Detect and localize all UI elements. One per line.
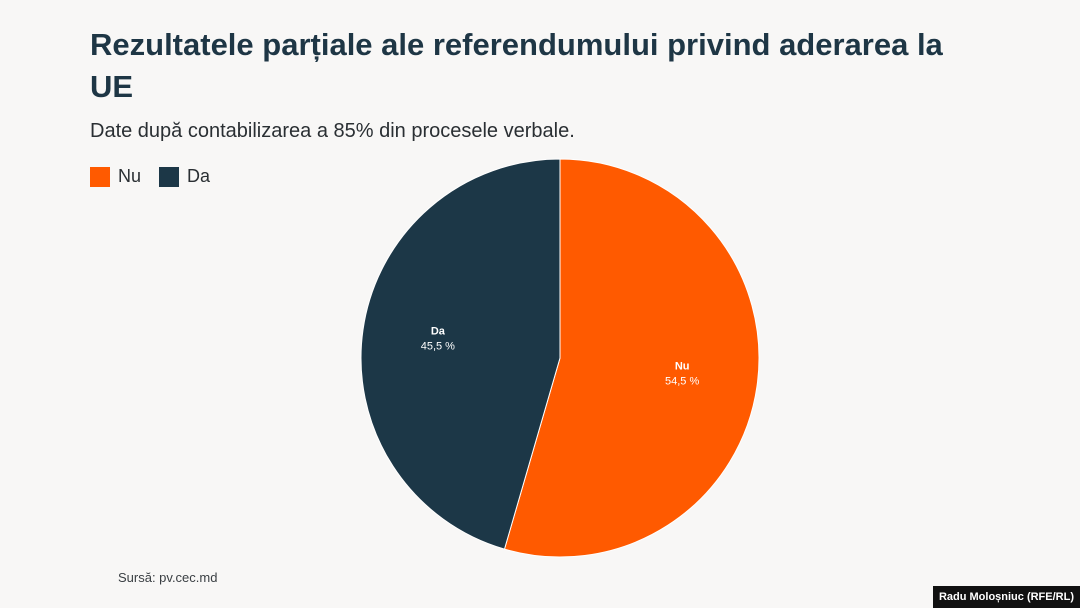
pie-label-nu: Nu	[675, 360, 690, 372]
legend-swatch-da	[159, 166, 180, 187]
legend: Nu Da	[90, 166, 210, 187]
legend-item-nu[interactable]: Nu	[90, 166, 141, 187]
legend-swatch-nu	[90, 166, 110, 187]
pie-value-nu: 54,5 %	[665, 375, 699, 387]
legend-label-nu: Nu	[118, 166, 142, 186]
credit-label: Radu Moloșniuc (RFE/RL)	[932, 586, 1080, 608]
legend-label-da: Da	[187, 166, 211, 186]
source-note: Sursă: pv.cec.md	[118, 570, 218, 585]
chart-title: Rezultatele parțiale ale referendumului …	[90, 27, 943, 104]
pie-slice-nu[interactable]	[503, 158, 760, 558]
pie-chart: Nu 54,5 % Da 45,5 %	[360, 158, 760, 558]
chart-subtitle: Date după contabilizarea a 85% din proce…	[90, 120, 575, 142]
pie-label-da: Da	[431, 326, 446, 338]
pie-value-da: 45,5 %	[421, 341, 455, 353]
legend-item-da[interactable]: Da	[159, 166, 210, 187]
pie-slice-da[interactable]	[360, 158, 561, 550]
